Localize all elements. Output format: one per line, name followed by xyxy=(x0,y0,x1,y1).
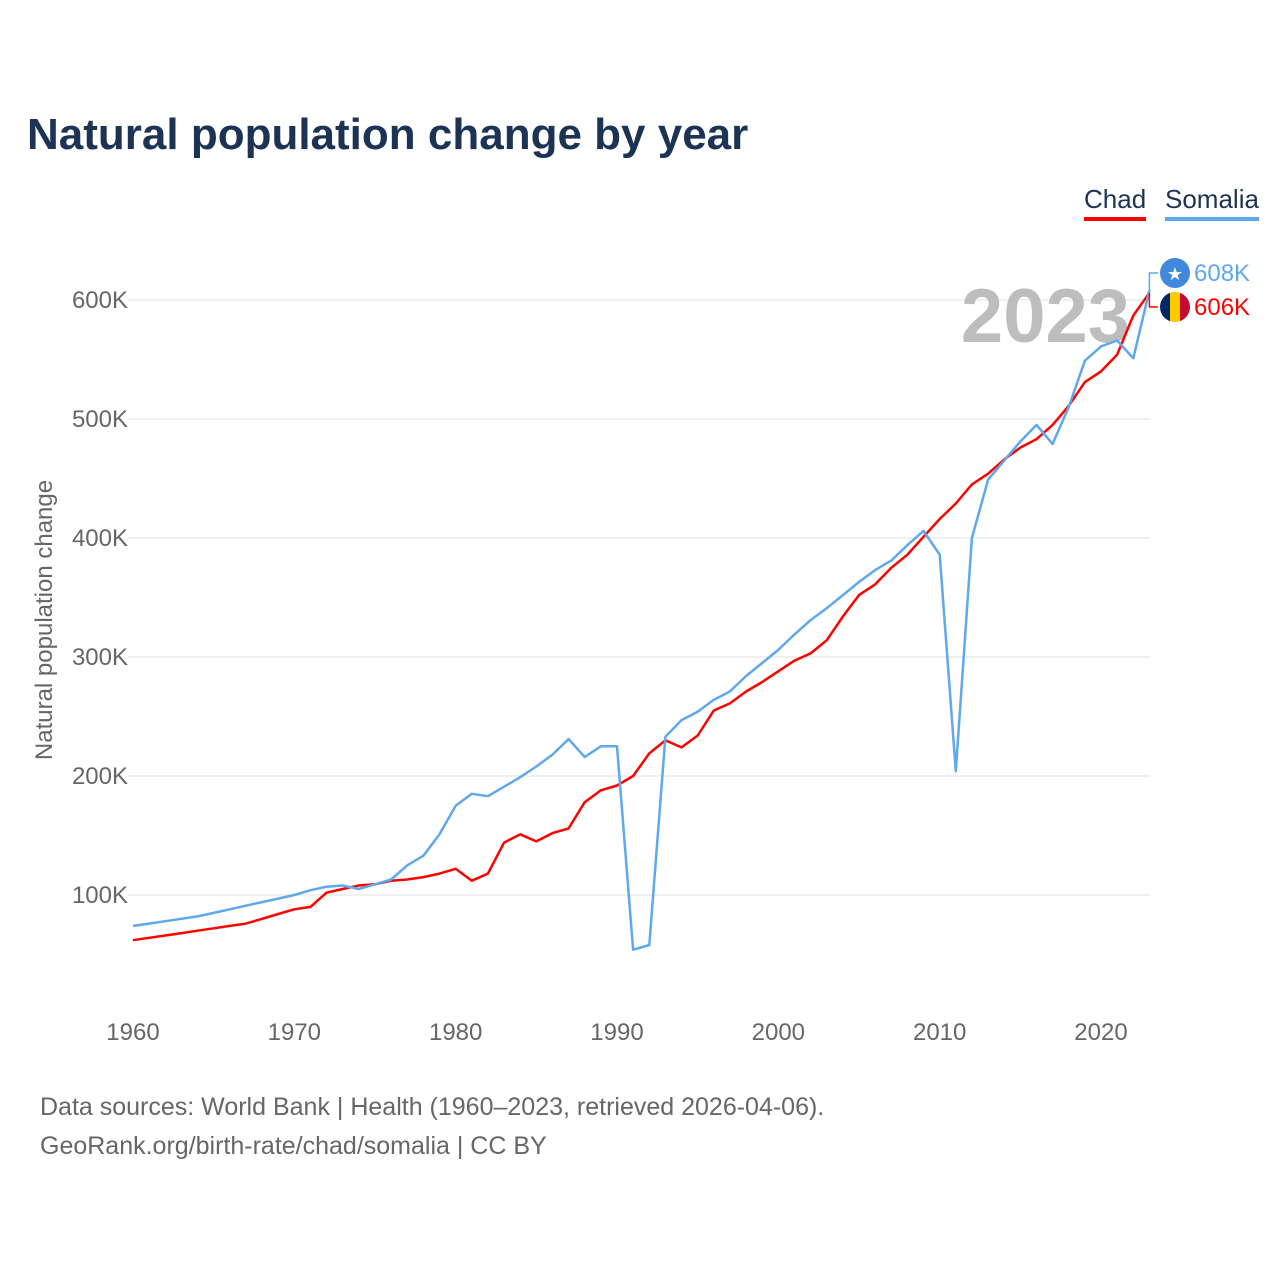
y-tick-label: 600K xyxy=(72,287,128,314)
connector-chad xyxy=(1148,292,1158,308)
x-tick-label: 2000 xyxy=(752,1019,805,1046)
source-line-2[interactable]: GeoRank.org/birth-rate/chad/somalia | CC… xyxy=(40,1132,547,1160)
x-tick-label: 2020 xyxy=(1074,1019,1127,1046)
legend-chad[interactable]: Chad xyxy=(1084,184,1147,221)
end-label-somalia: 608K xyxy=(1194,260,1250,287)
series-line-somalia xyxy=(132,290,1151,951)
y-tick-label: 200K xyxy=(72,763,128,790)
chad-flag-icon xyxy=(1160,292,1190,322)
star-icon: ★ xyxy=(1167,264,1183,284)
connector-somalia xyxy=(1148,272,1158,291)
flag-stripe xyxy=(1160,292,1170,322)
source-line-1: Data sources: World Bank | Health (1960–… xyxy=(40,1093,825,1121)
flag-stripe xyxy=(1170,292,1180,322)
x-tick-label: 1970 xyxy=(268,1019,321,1046)
end-label-chad: 606K xyxy=(1194,294,1250,321)
flag-stripe xyxy=(1180,292,1190,322)
source-note: Data sources: World Bank | Health (1960–… xyxy=(40,1088,824,1166)
chart-title: Natural population change by year xyxy=(27,110,749,159)
y-tick-label: 400K xyxy=(72,525,128,552)
x-tick-label: 2010 xyxy=(913,1019,966,1046)
y-axis-label: Natural population change xyxy=(31,480,58,760)
x-tick-label: 1980 xyxy=(429,1019,482,1046)
y-tick-label: 100K xyxy=(72,882,128,909)
y-tick-label: 300K xyxy=(72,644,128,671)
x-tick-label: 1960 xyxy=(106,1019,159,1046)
y-tick-label: 500K xyxy=(72,406,128,433)
series-line-chad xyxy=(132,292,1151,942)
somalia-flag-icon xyxy=(1160,258,1190,288)
x-tick-label: 1990 xyxy=(590,1019,643,1046)
legend-somalia[interactable]: Somalia xyxy=(1165,184,1259,221)
